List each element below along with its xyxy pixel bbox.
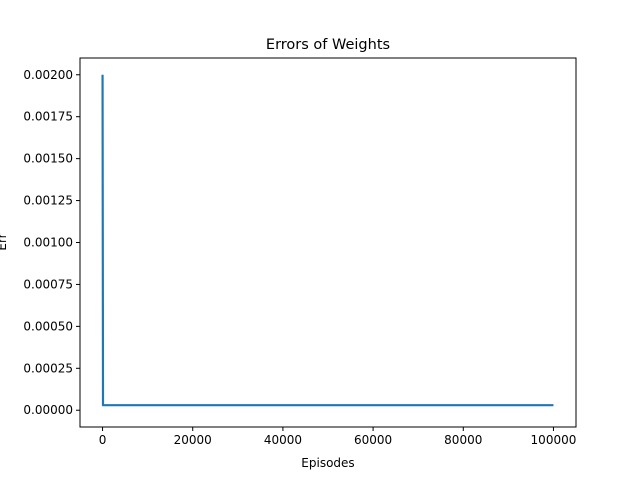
x-axis-label: Episodes	[301, 456, 354, 470]
x-tick-label: 20000	[174, 433, 212, 447]
y-tick-label: 0.00100	[23, 236, 73, 250]
plot-frame	[79, 57, 577, 428]
x-tick-label: 40000	[264, 433, 302, 447]
y-tick-label: 0.00125	[23, 194, 73, 208]
y-axis-label: Err	[0, 233, 9, 250]
y-tick-label: 0.00175	[23, 110, 73, 124]
x-axis: 0 20000 40000 60000 80000 100000	[99, 427, 577, 447]
y-tick-label: 0.00075	[23, 277, 73, 291]
series-line-1	[101, 74, 554, 407]
y-axis: 0.00000 0.00025 0.00050 0.00075 0.00100 0.001…	[23, 68, 80, 417]
y-tick-label: 0.00050	[23, 319, 73, 333]
x-tick-label: 80000	[444, 433, 482, 447]
x-tick-label: 60000	[354, 433, 392, 447]
y-tick-label: 0.00200	[23, 68, 73, 82]
y-tick-label: 0.00025	[23, 361, 73, 375]
y-tick-label: 0.00150	[23, 152, 73, 166]
plot-area	[101, 74, 554, 407]
y-tick-label: 0.00000	[23, 403, 73, 417]
x-tick-label: 0	[99, 433, 107, 447]
chart-title: Errors of Weights	[266, 37, 390, 53]
x-tick-label: 100000	[531, 433, 577, 447]
